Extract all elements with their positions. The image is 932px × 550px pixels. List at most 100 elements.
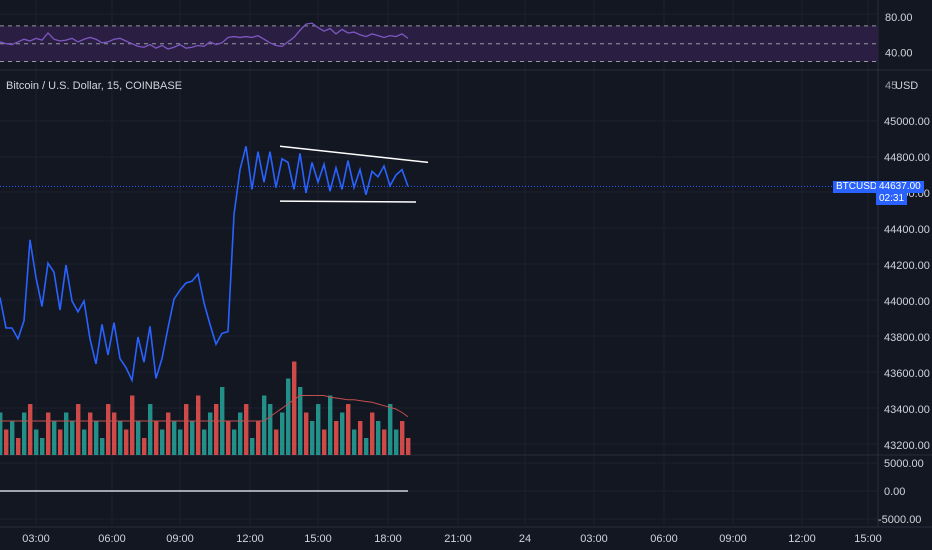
volume-bar: [40, 438, 45, 455]
time-tick-label: 12:00: [788, 533, 816, 545]
volume-bar: [130, 395, 135, 455]
volume-bar: [358, 421, 363, 455]
volume-bar: [154, 421, 159, 455]
upper-trendline: [279, 145, 429, 164]
time-tick-label: 24: [519, 533, 531, 545]
volume-bar: [202, 429, 207, 455]
volume-bar: [112, 412, 117, 455]
oscillator-tick-label: 0.00: [884, 486, 905, 498]
support-line: [279, 200, 417, 203]
volume-bar: [76, 404, 81, 455]
oscillator-tick-label: 5000.00: [884, 458, 924, 470]
time-tick-label: 15:00: [854, 533, 882, 545]
currency-label: USD: [895, 80, 919, 92]
volume-bar: [262, 395, 267, 455]
volume-bar: [58, 429, 63, 455]
time-tick-label: 03:00: [580, 533, 608, 545]
price-tick-label: 44400.00: [884, 224, 930, 236]
volume-bar: [250, 438, 255, 455]
volume-bar: [124, 429, 129, 455]
volume-bar: [22, 412, 27, 455]
volume-bar: [46, 412, 51, 455]
price-tick-label: 44800.00: [884, 152, 930, 164]
symbol-title: Bitcoin / U.S. Dollar, 15, COINBASE: [6, 80, 183, 92]
volume-bar: [286, 378, 291, 455]
volume-bar: [256, 421, 261, 455]
volume-bar: [52, 421, 57, 455]
volume-bar: [208, 412, 213, 455]
volume-bar: [232, 429, 237, 455]
time-tick-label: 06:00: [98, 533, 126, 545]
volume-bar: [196, 395, 201, 455]
rsi-line: [0, 22, 409, 50]
price-scale-label: 45: [885, 80, 898, 92]
volume-bar: [34, 429, 39, 455]
volume-bar: [190, 421, 195, 455]
volume-bar: [298, 387, 303, 455]
volume-bar: [160, 429, 165, 455]
volume-bar: [172, 421, 177, 455]
volume-bar: [100, 438, 105, 455]
countdown-badge: 02:31: [876, 193, 908, 205]
time-tick-label: 09:00: [719, 533, 747, 545]
oscillator-tick-label: -5000.00: [878, 514, 921, 526]
price-tick-label: 43400.00: [884, 404, 930, 416]
volume-bar: [364, 438, 369, 455]
volume-bar: [244, 404, 249, 455]
volume-bar: [106, 404, 111, 455]
time-tick-label: 18:00: [374, 533, 402, 545]
price-tick-label: 43600.00: [884, 368, 930, 380]
volume-bar: [118, 421, 123, 455]
volume-bar: [346, 404, 351, 455]
volume-bar: [268, 404, 273, 455]
volume-ma-line: [0, 395, 409, 422]
volume-bar: [16, 438, 21, 455]
volume-bar: [400, 421, 405, 455]
volume-bar: [388, 404, 393, 455]
time-tick-label: 15:00: [304, 533, 332, 545]
time-tick-label: 06:00: [650, 533, 678, 545]
volume-bar: [328, 395, 333, 455]
volume-bar: [406, 438, 411, 455]
volume-bar: [352, 429, 357, 455]
volume-bar: [370, 412, 375, 455]
volume-bar: [10, 421, 15, 455]
volume-bar: [274, 429, 279, 455]
time-tick-label: 03:00: [22, 533, 50, 545]
volume-bar: [64, 412, 69, 455]
volume-bar: [340, 412, 345, 455]
volume-bar: [4, 429, 9, 455]
price-tick-label: 44000.00: [884, 296, 930, 308]
volume-bar: [304, 412, 309, 455]
volume-bar: [292, 361, 297, 455]
volume-bar: [136, 421, 141, 455]
time-tick-label: 09:00: [166, 533, 194, 545]
volume-bar: [238, 412, 243, 455]
volume-bar: [88, 412, 93, 455]
grid-lines: [0, 0, 932, 528]
price-pane: [0, 145, 878, 383]
volume-bar: [0, 412, 3, 455]
symbol-price-badge: BTCUSD: [833, 181, 881, 193]
rsi-tick-label: 40.00: [885, 48, 913, 60]
volume-bar: [142, 438, 147, 455]
price-tick-label: 45000.00: [884, 116, 930, 128]
volume-bar: [376, 421, 381, 455]
last-price-badge: 44637.00: [876, 181, 924, 193]
volume-bar: [178, 429, 183, 455]
volume-bar: [382, 429, 387, 455]
volume-bar: [394, 429, 399, 455]
volume-bar: [280, 412, 285, 455]
volume-bar: [28, 404, 33, 455]
rsi-tick-label: 80.00: [885, 12, 913, 24]
time-tick-label: 21:00: [444, 533, 472, 545]
price-tick-label: 43200.00: [884, 440, 930, 452]
time-tick-label: 12:00: [236, 533, 264, 545]
volume-bars: [0, 361, 411, 455]
axes: 80.0040.0045000.0044800.0044600.0044400.…: [22, 12, 930, 545]
volume-bar: [334, 421, 339, 455]
volume-bar: [214, 404, 219, 455]
volume-bar: [322, 429, 327, 455]
volume-bar: [226, 421, 231, 455]
